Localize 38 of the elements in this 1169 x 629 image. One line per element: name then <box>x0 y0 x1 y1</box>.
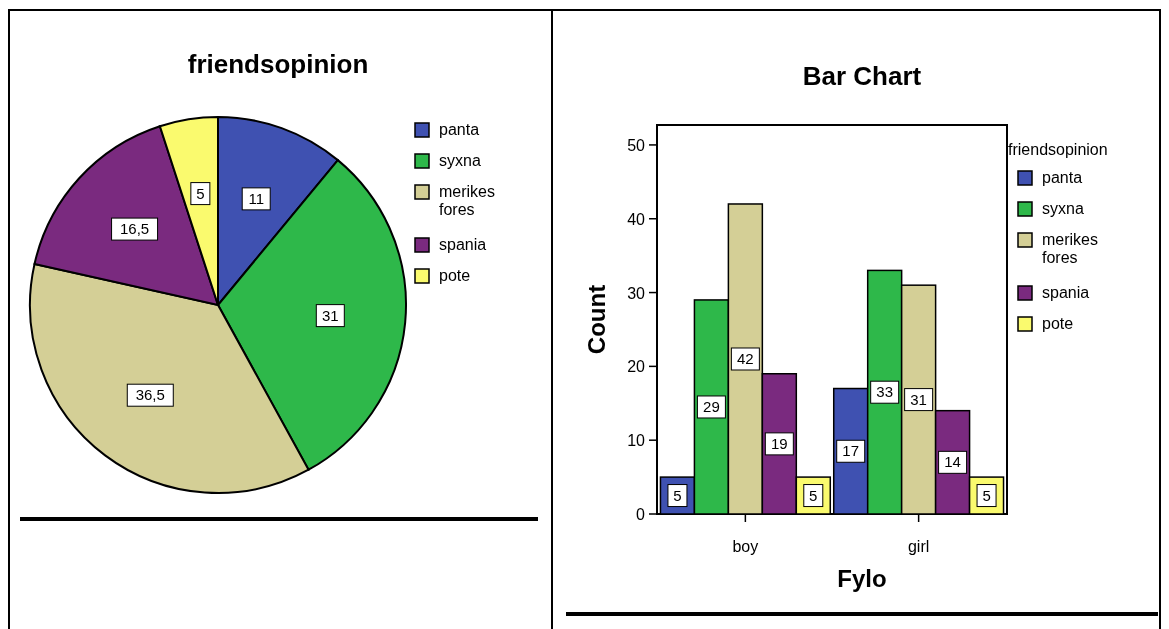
data-label: 33 <box>876 383 894 401</box>
legend-label: spania <box>439 236 487 253</box>
data-label: 5 <box>196 184 205 202</box>
y-tick-label: 0 <box>636 506 646 523</box>
data-label: 19 <box>770 434 788 452</box>
legend-label: panta <box>439 121 480 138</box>
data-label: 31 <box>321 306 339 324</box>
legend-label: panta <box>1042 169 1083 186</box>
legend-title: friendsopinion <box>1008 141 1108 158</box>
x-tick-label: boy <box>732 538 759 555</box>
y-tick-label: 40 <box>627 210 646 228</box>
data-label: 31 <box>910 390 927 408</box>
y-tick-label: 10 <box>627 432 646 450</box>
legend-label: merikes fores <box>439 183 496 218</box>
legend-label: spania <box>1042 284 1090 301</box>
legend-label: merikes fores <box>1042 231 1099 266</box>
legend-label: syxna <box>1042 200 1084 217</box>
data-label: 36,5 <box>135 386 165 404</box>
data-label: 16,5 <box>119 220 150 238</box>
data-label: 5 <box>673 486 682 504</box>
data-label: 5 <box>982 486 991 504</box>
data-label: 17 <box>842 442 860 460</box>
y-axis-title: Count <box>583 284 610 355</box>
x-axis-title: Fylo <box>837 565 887 592</box>
data-label: 5 <box>809 486 818 504</box>
legend-label: syxna <box>439 152 481 169</box>
data-label: 42 <box>737 349 754 367</box>
y-tick-label: 50 <box>627 136 646 154</box>
chart-title: friendsopinion <box>187 49 369 79</box>
data-label: 29 <box>703 397 720 415</box>
legend-label: pote <box>1042 315 1074 332</box>
chart-title: Bar Chart <box>802 61 922 91</box>
data-label: 11 <box>248 189 264 207</box>
y-tick-label: 30 <box>627 284 646 302</box>
y-tick-label: 20 <box>627 358 646 376</box>
data-label: 14 <box>944 453 961 471</box>
x-tick-label: girl <box>907 538 930 555</box>
legend-label: pote <box>439 267 471 284</box>
